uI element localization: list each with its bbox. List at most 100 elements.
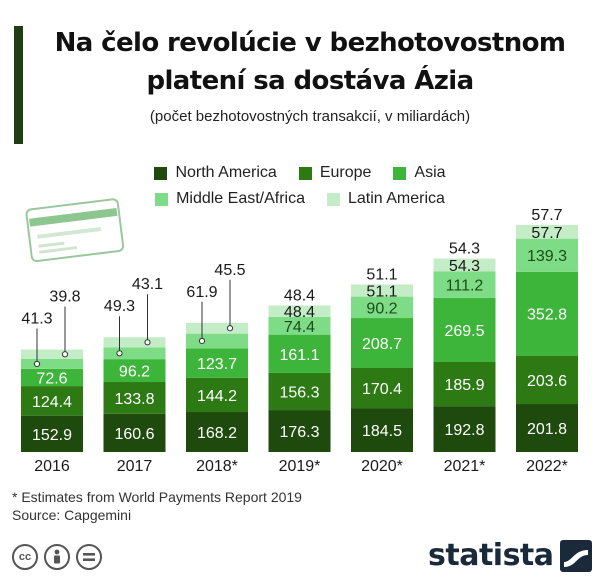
bar-asia-5 xyxy=(433,297,496,362)
license-icons: cc xyxy=(12,544,102,570)
legend-item-latin-america: Latin America xyxy=(327,190,445,208)
legend-label-asia: Asia xyxy=(414,164,446,181)
bar-north-america-1 xyxy=(103,413,166,452)
bar-europe-0 xyxy=(21,386,83,416)
bar-latin-america-2 xyxy=(186,322,248,334)
bar-asia-2 xyxy=(186,348,248,378)
bar-europe-6 xyxy=(516,355,578,405)
data-label-europe-0: 124.4 xyxy=(32,394,72,411)
legend-item-north-america: North America xyxy=(154,164,277,182)
bar-middle-east-africa-3 xyxy=(268,316,331,335)
data-label-latin-america-2: 45.5 xyxy=(214,262,245,279)
legend-item-middle-east-africa: Middle East/Africa xyxy=(155,190,305,208)
x-tick-label-0: 2016 xyxy=(34,458,70,475)
bar-middle-east-africa-6 xyxy=(516,238,578,272)
bar-europe-3 xyxy=(268,372,331,411)
leader-dot-middle-east-africa-1 xyxy=(116,350,123,357)
bar-europe-2 xyxy=(186,377,248,413)
data-label-latin-america-5: 54.3 xyxy=(449,241,480,258)
data-label-middle-east-africa-0: 41.3 xyxy=(21,311,52,328)
data-label-latin-america-5: 54.3 xyxy=(449,258,480,275)
chart-subtitle: (počet bezhotovostných transakcií, v mil… xyxy=(149,108,471,125)
bar-middle-east-africa-0 xyxy=(21,359,83,369)
leader-dot-middle-east-africa-2 xyxy=(198,337,206,345)
legend-swatch-europe xyxy=(298,166,312,180)
chart-title: Na čelo revolúcie v bezhotovostnom plate… xyxy=(30,24,590,100)
footnote: * Estimates from World Payments Report 2… xyxy=(12,488,302,524)
legend-row-1: North America Europe Asia xyxy=(0,160,600,186)
bar-middle-east-africa-4 xyxy=(351,296,413,319)
bar-north-america-4 xyxy=(351,408,413,452)
statista-logo[interactable]: statista xyxy=(428,538,592,573)
data-label-middle-east-africa-1: 49.3 xyxy=(104,298,135,315)
creative-commons-icon[interactable]: cc xyxy=(12,544,38,570)
bar-asia-3 xyxy=(268,334,331,373)
bar-north-america-6 xyxy=(516,404,578,452)
legend-label-europe: Europe xyxy=(319,164,372,181)
title-accent-bar xyxy=(14,26,23,144)
title-line-1: Na čelo revolúcie v bezhotovostnom xyxy=(54,28,566,58)
data-label-north-america-5: 192.8 xyxy=(444,422,484,439)
legend-swatch-north-america xyxy=(154,166,168,180)
data-label-latin-america-6: 57.7 xyxy=(531,225,562,242)
attribution-icon[interactable] xyxy=(44,544,70,570)
bar-asia-6 xyxy=(516,271,578,356)
bar-north-america-5 xyxy=(433,406,496,452)
legend-swatch-latin-america xyxy=(327,192,340,206)
bar-latin-america-6 xyxy=(516,224,578,239)
bar-latin-america-5 xyxy=(433,258,496,272)
legend-label-middle-east-africa: Middle East/Africa xyxy=(176,190,305,207)
bar-middle-east-africa-1 xyxy=(103,347,166,360)
leader-dot-latin-america-2 xyxy=(226,325,234,332)
bar-europe-1 xyxy=(103,382,166,414)
data-label-north-america-3: 176.3 xyxy=(279,424,319,441)
data-label-europe-3: 156.3 xyxy=(279,385,319,402)
bar-europe-5 xyxy=(433,361,496,407)
legend-item-asia: Asia xyxy=(393,164,446,182)
data-label-europe-6: 203.6 xyxy=(527,373,567,390)
statista-logo-icon xyxy=(559,539,592,572)
statista-wordmark: statista xyxy=(428,538,554,573)
x-tick-label-2: 2018* xyxy=(196,458,238,475)
data-label-europe-4: 170.4 xyxy=(362,381,402,398)
data-label-latin-america-1: 43.1 xyxy=(132,276,163,293)
data-label-latin-america-3: 48.4 xyxy=(284,287,315,304)
legend-swatch-middle-east-africa xyxy=(155,192,169,206)
bars-layer: 152.9 124.4 72.6 41.3 39.8 2016 160.6 133.8 96.2… xyxy=(21,207,578,475)
x-tick-label-4: 2020* xyxy=(361,458,403,475)
data-label-latin-america-3: 48.4 xyxy=(284,304,315,321)
bar-latin-america-0 xyxy=(21,349,83,360)
bar-europe-4 xyxy=(351,367,413,409)
data-label-north-america-4: 184.5 xyxy=(362,423,402,440)
legend-swatch-asia xyxy=(393,166,407,180)
data-label-asia-3: 161.1 xyxy=(279,347,319,364)
bar-north-america-3 xyxy=(268,410,331,452)
no-derivatives-icon[interactable] xyxy=(76,544,102,570)
leader-dot-latin-america-0 xyxy=(61,351,69,358)
bar-latin-america-1 xyxy=(103,337,166,348)
data-label-middle-east-africa-5: 111.2 xyxy=(446,278,484,295)
leader-dot-latin-america-1 xyxy=(144,339,151,346)
x-tick-label-3: 2019* xyxy=(279,458,321,475)
bar-asia-1 xyxy=(103,359,166,383)
data-label-middle-east-africa-6: 139.3 xyxy=(527,248,567,265)
data-label-north-america-6: 201.8 xyxy=(527,421,567,438)
leader-dot-middle-east-africa-0 xyxy=(33,360,41,368)
data-label-asia-0: 72.6 xyxy=(36,370,67,387)
x-tick-label-1: 2017 xyxy=(117,458,153,475)
x-tick-label-6: 2022* xyxy=(526,458,568,475)
legend-row-2: Middle East/Africa Latin America xyxy=(0,186,600,212)
data-label-europe-5: 185.9 xyxy=(444,377,484,394)
data-label-north-america-1: 160.6 xyxy=(114,426,154,443)
bar-latin-america-3 xyxy=(268,305,331,317)
data-label-latin-america-0: 39.8 xyxy=(49,289,80,306)
chart-legend: North America Europe Asia Middle East/Af… xyxy=(0,160,600,212)
data-label-europe-1: 133.8 xyxy=(114,391,154,408)
data-label-north-america-0: 152.9 xyxy=(32,427,72,444)
legend-label-latin-america: Latin America xyxy=(348,190,445,207)
data-label-middle-east-africa-4: 90.2 xyxy=(366,300,397,317)
footnote-source: Source: Capgemini xyxy=(12,507,132,523)
data-label-latin-america-6: 57.7 xyxy=(531,207,562,224)
data-label-latin-america-4: 51.1 xyxy=(366,266,397,283)
